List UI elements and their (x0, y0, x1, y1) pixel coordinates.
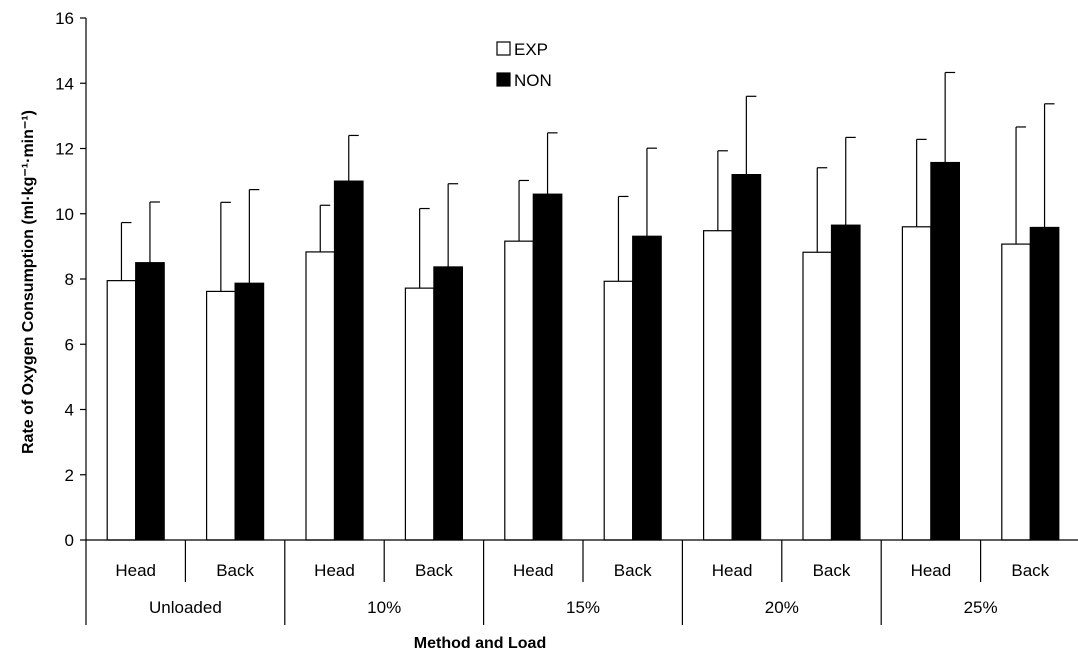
x-group-label: 25% (964, 598, 998, 617)
bar-non (731, 174, 762, 541)
y-tick-label: 6 (65, 335, 74, 354)
bar-non (433, 266, 463, 541)
bar-non (1029, 226, 1060, 541)
bar-non (532, 193, 563, 541)
bar-exp (603, 280, 634, 541)
x-group-label: Unloaded (149, 598, 222, 617)
bar-exp (206, 290, 236, 541)
bar-non (930, 161, 961, 541)
bar-exp (305, 251, 336, 541)
x-tick-label: Back (1011, 561, 1049, 580)
y-tick-label: 4 (65, 401, 74, 420)
y-tick-label: 8 (65, 270, 74, 289)
y-tick-label: 10 (55, 205, 74, 224)
bar-non (830, 224, 861, 541)
x-tick-label: Head (712, 561, 753, 580)
bar-exp (901, 226, 932, 541)
x-tick-label: Back (813, 561, 851, 580)
bar-non (234, 282, 265, 541)
bar-exp (106, 280, 137, 541)
x-group-label: 10% (367, 598, 401, 617)
x-tick-label: Head (115, 561, 156, 580)
y-tick-label: 12 (55, 140, 74, 159)
bar-non (333, 180, 364, 541)
bar-exp (404, 287, 435, 541)
legend: EXP NON (496, 40, 552, 90)
bar-exp (504, 240, 534, 541)
bar-non (632, 235, 662, 541)
y-axis-title: Rate of Oxygen Consumption (ml·kg⁻¹·min⁻… (20, 110, 37, 454)
bar-exp (1001, 243, 1031, 541)
x-tick-label: Head (513, 561, 554, 580)
y-tick-label: 2 (65, 466, 74, 485)
x-tick-label: Back (216, 561, 254, 580)
legend-swatch-non (496, 72, 511, 87)
x-axis-title: Method and Load (414, 635, 546, 652)
x-tick-label: Back (614, 561, 652, 580)
error-bars (120, 71, 1055, 292)
y-tick-label: 14 (55, 74, 74, 93)
legend-label-exp: EXP (514, 40, 548, 59)
axes: 0 2 4 6 8 10 12 14 16 (55, 9, 87, 550)
bar-exp (702, 230, 733, 541)
x-tick-label: Back (415, 561, 453, 580)
y-tick-label: 0 (65, 531, 74, 550)
x-tick-label: Head (911, 561, 952, 580)
legend-swatch-exp (496, 41, 511, 56)
x-group-label: 15% (566, 598, 600, 617)
bar-exp (802, 251, 833, 541)
y-tick-label: 16 (55, 9, 74, 28)
x-tick-label: Head (314, 561, 355, 580)
legend-label-non: NON (514, 71, 552, 90)
x-group-label: 20% (765, 598, 799, 617)
bar-non (135, 262, 165, 541)
x-axis: Head Back Head Back Head Back Head Back Head Back… (85, 539, 1078, 625)
